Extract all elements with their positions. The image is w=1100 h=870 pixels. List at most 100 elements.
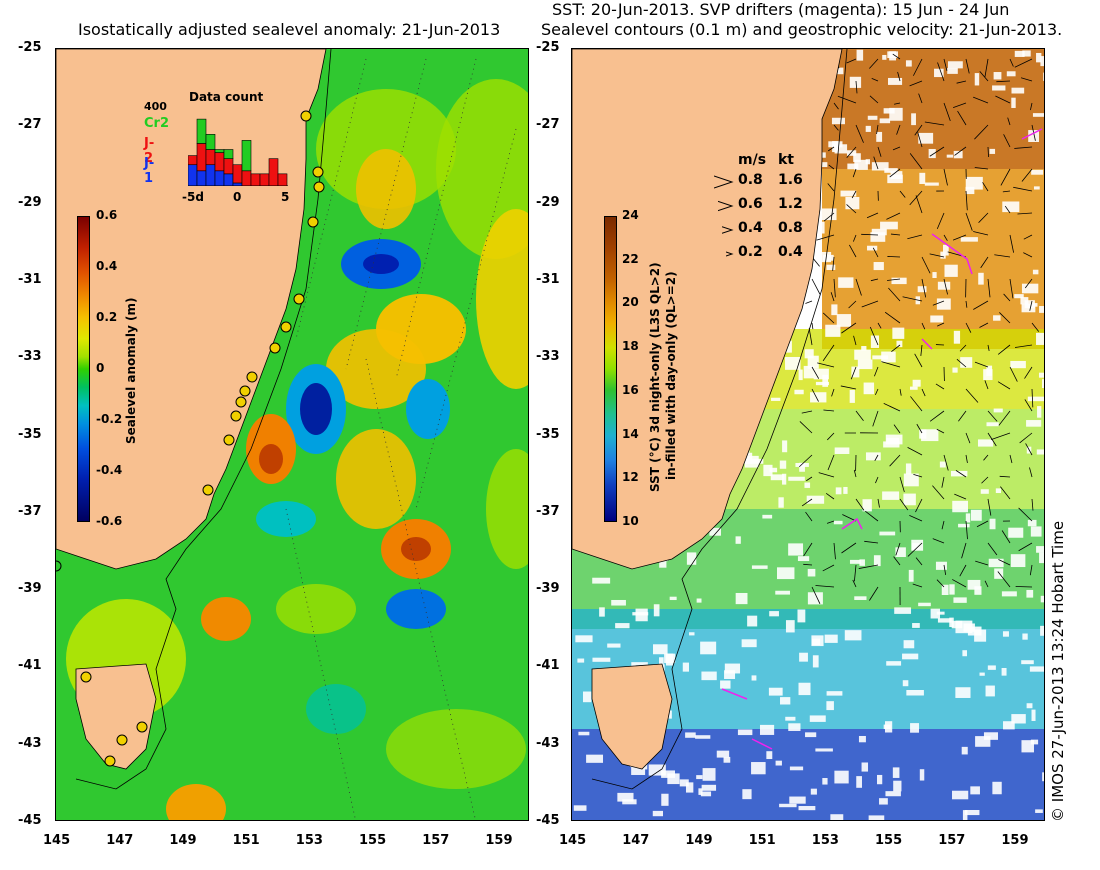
histogram-bar-blue bbox=[188, 164, 198, 186]
histogram-bar-red bbox=[188, 155, 198, 166]
histogram-ymax: 400 bbox=[144, 100, 167, 113]
histogram-bar-blue bbox=[205, 164, 216, 186]
histogram-bar-red bbox=[277, 173, 288, 186]
velocity-ms-value: 0.8 bbox=[738, 172, 763, 188]
lat-tick-right: -33 bbox=[536, 349, 560, 365]
lon-tick-left: 145 bbox=[43, 833, 71, 848]
lon-tick-left: 153 bbox=[295, 833, 323, 848]
lat-tick-left: -41 bbox=[18, 658, 42, 674]
sst-colorbar-label-line1: SST (°C) 3d night-only (L3S QL>2) bbox=[648, 262, 662, 492]
velocity-arrow-icon bbox=[726, 251, 734, 257]
lon-tick-right: 157 bbox=[938, 833, 966, 848]
lon-tick-left: 159 bbox=[485, 833, 513, 848]
histogram-bar-blue bbox=[223, 173, 234, 186]
colorbar-tick: 0 bbox=[96, 361, 105, 375]
lat-tick-right: -27 bbox=[536, 117, 560, 133]
right-map-title-line1: SST: 20-Jun-2013. SVP drifters (magenta)… bbox=[552, 0, 1010, 19]
histogram-bar-red bbox=[250, 173, 261, 186]
lat-tick-right: -25 bbox=[536, 40, 560, 55]
lon-tick-left: 155 bbox=[359, 833, 387, 848]
sealevel-colorbar bbox=[77, 216, 90, 522]
histogram-bar-red bbox=[259, 173, 270, 186]
colorbar-tick: 22 bbox=[622, 251, 639, 266]
velocity-kt-value: 1.6 bbox=[778, 172, 803, 188]
histogram-bar-green bbox=[196, 118, 207, 144]
histogram-bar-red bbox=[214, 152, 225, 172]
velocity-legend-ms-header: m/s bbox=[738, 152, 767, 168]
lat-tick-left: -25 bbox=[18, 40, 42, 55]
sst-map[interactable] bbox=[571, 48, 1045, 821]
histogram-bar-blue bbox=[214, 170, 225, 186]
lon-tick-right: 149 bbox=[685, 833, 713, 848]
lon-tick-right: 147 bbox=[622, 833, 650, 848]
histogram-bar-red bbox=[196, 143, 207, 172]
lat-tick-left: -31 bbox=[18, 271, 42, 287]
lat-tick-left: -35 bbox=[18, 426, 42, 442]
histogram-bar-blue bbox=[196, 170, 207, 186]
histogram-xtick-neg5: -5d bbox=[182, 190, 204, 204]
histogram-legend-cr2: Cr2 bbox=[144, 116, 169, 131]
lat-tick-left: -45 bbox=[18, 813, 42, 828]
right-map-title-line2: Sealevel contours (0.1 m) and geostrophi… bbox=[541, 20, 1063, 39]
velocity-kt-value: 0.8 bbox=[778, 220, 803, 236]
copyright-notice: © IMOS 27-Jun-2013 13:24 Hobart Time bbox=[1049, 520, 1067, 822]
lat-tick-right: -45 bbox=[536, 813, 560, 828]
lat-tick-left: -29 bbox=[18, 194, 42, 210]
histogram-legend-j-1: J-1 bbox=[144, 156, 155, 186]
histogram-bar-red bbox=[268, 158, 279, 186]
colorbar-tick: 16 bbox=[622, 382, 639, 397]
histogram-bar-green bbox=[223, 149, 234, 159]
histogram-title: Data count bbox=[189, 90, 264, 104]
lon-tick-left: 151 bbox=[232, 833, 260, 848]
colorbar-tick: 0.4 bbox=[96, 259, 118, 273]
velocity-ms-value: 0.2 bbox=[738, 244, 763, 260]
lat-tick-right: -31 bbox=[536, 271, 560, 287]
sealevel-colorbar-label: Sealevel anomaly (m) bbox=[124, 297, 138, 444]
histogram-bar-green bbox=[241, 140, 252, 172]
colorbar-tick: -0.4 bbox=[96, 463, 123, 477]
histogram-legend-j-2: J-2 bbox=[144, 136, 155, 166]
lat-tick-left: -33 bbox=[18, 349, 42, 365]
colorbar-tick: 14 bbox=[622, 426, 639, 441]
colorbar-tick: 0.6 bbox=[96, 208, 118, 222]
lat-tick-left: -39 bbox=[18, 581, 42, 597]
lat-tick-left: -27 bbox=[18, 117, 42, 133]
lat-tick-right: -37 bbox=[536, 503, 560, 519]
lat-tick-right: -41 bbox=[536, 658, 560, 674]
lon-tick-left: 147 bbox=[106, 833, 134, 848]
histogram-bar-red bbox=[241, 170, 252, 186]
lat-tick-right: -39 bbox=[536, 581, 560, 597]
histogram-xtick-0: 0 bbox=[233, 190, 242, 204]
lon-tick-right: 159 bbox=[1001, 833, 1029, 848]
colorbar-tick: -0.2 bbox=[96, 412, 123, 426]
histogram-bar-red bbox=[223, 158, 234, 175]
sst-colorbar bbox=[604, 216, 617, 522]
velocity-ms-value: 0.4 bbox=[738, 220, 763, 236]
colorbar-tick: 12 bbox=[622, 470, 639, 485]
histogram-xtick-5: 5 bbox=[281, 190, 290, 204]
lon-tick-right: 153 bbox=[811, 833, 839, 848]
velocity-kt-value: 1.2 bbox=[778, 196, 803, 212]
lat-tick-right: -29 bbox=[536, 194, 560, 210]
velocity-ms-value: 0.6 bbox=[738, 196, 763, 212]
lat-tick-right: -35 bbox=[536, 426, 560, 442]
colorbar-tick: 24 bbox=[622, 208, 639, 222]
lat-tick-right: -43 bbox=[536, 735, 560, 751]
lon-tick-right: 145 bbox=[559, 833, 587, 848]
left-map-title: Isostatically adjusted sealevel anomaly:… bbox=[78, 20, 501, 39]
data-count-histogram: Data count 400 Cr2 J-2 J-1 -5d 0 5 bbox=[144, 90, 294, 205]
colorbar-tick: 20 bbox=[622, 295, 639, 310]
colorbar-tick: 0.2 bbox=[96, 310, 118, 324]
lon-tick-right: 155 bbox=[875, 833, 903, 848]
histogram-bar-green bbox=[214, 149, 225, 153]
colorbar-tick: 10 bbox=[622, 514, 639, 528]
lat-tick-left: -43 bbox=[18, 735, 42, 751]
velocity-kt-value: 0.4 bbox=[778, 244, 803, 260]
histogram-bar-green bbox=[205, 134, 216, 150]
velocity-arrow-icon bbox=[718, 200, 734, 212]
lon-tick-left: 157 bbox=[422, 833, 450, 848]
velocity-legend: m/s kt 0.8 1.6 0.6 1.2 0.4 0.8 0.2 0.4 bbox=[706, 152, 816, 267]
histogram-bar-red bbox=[232, 164, 243, 184]
lon-tick-right: 151 bbox=[748, 833, 776, 848]
histogram-bar-red bbox=[205, 149, 216, 166]
